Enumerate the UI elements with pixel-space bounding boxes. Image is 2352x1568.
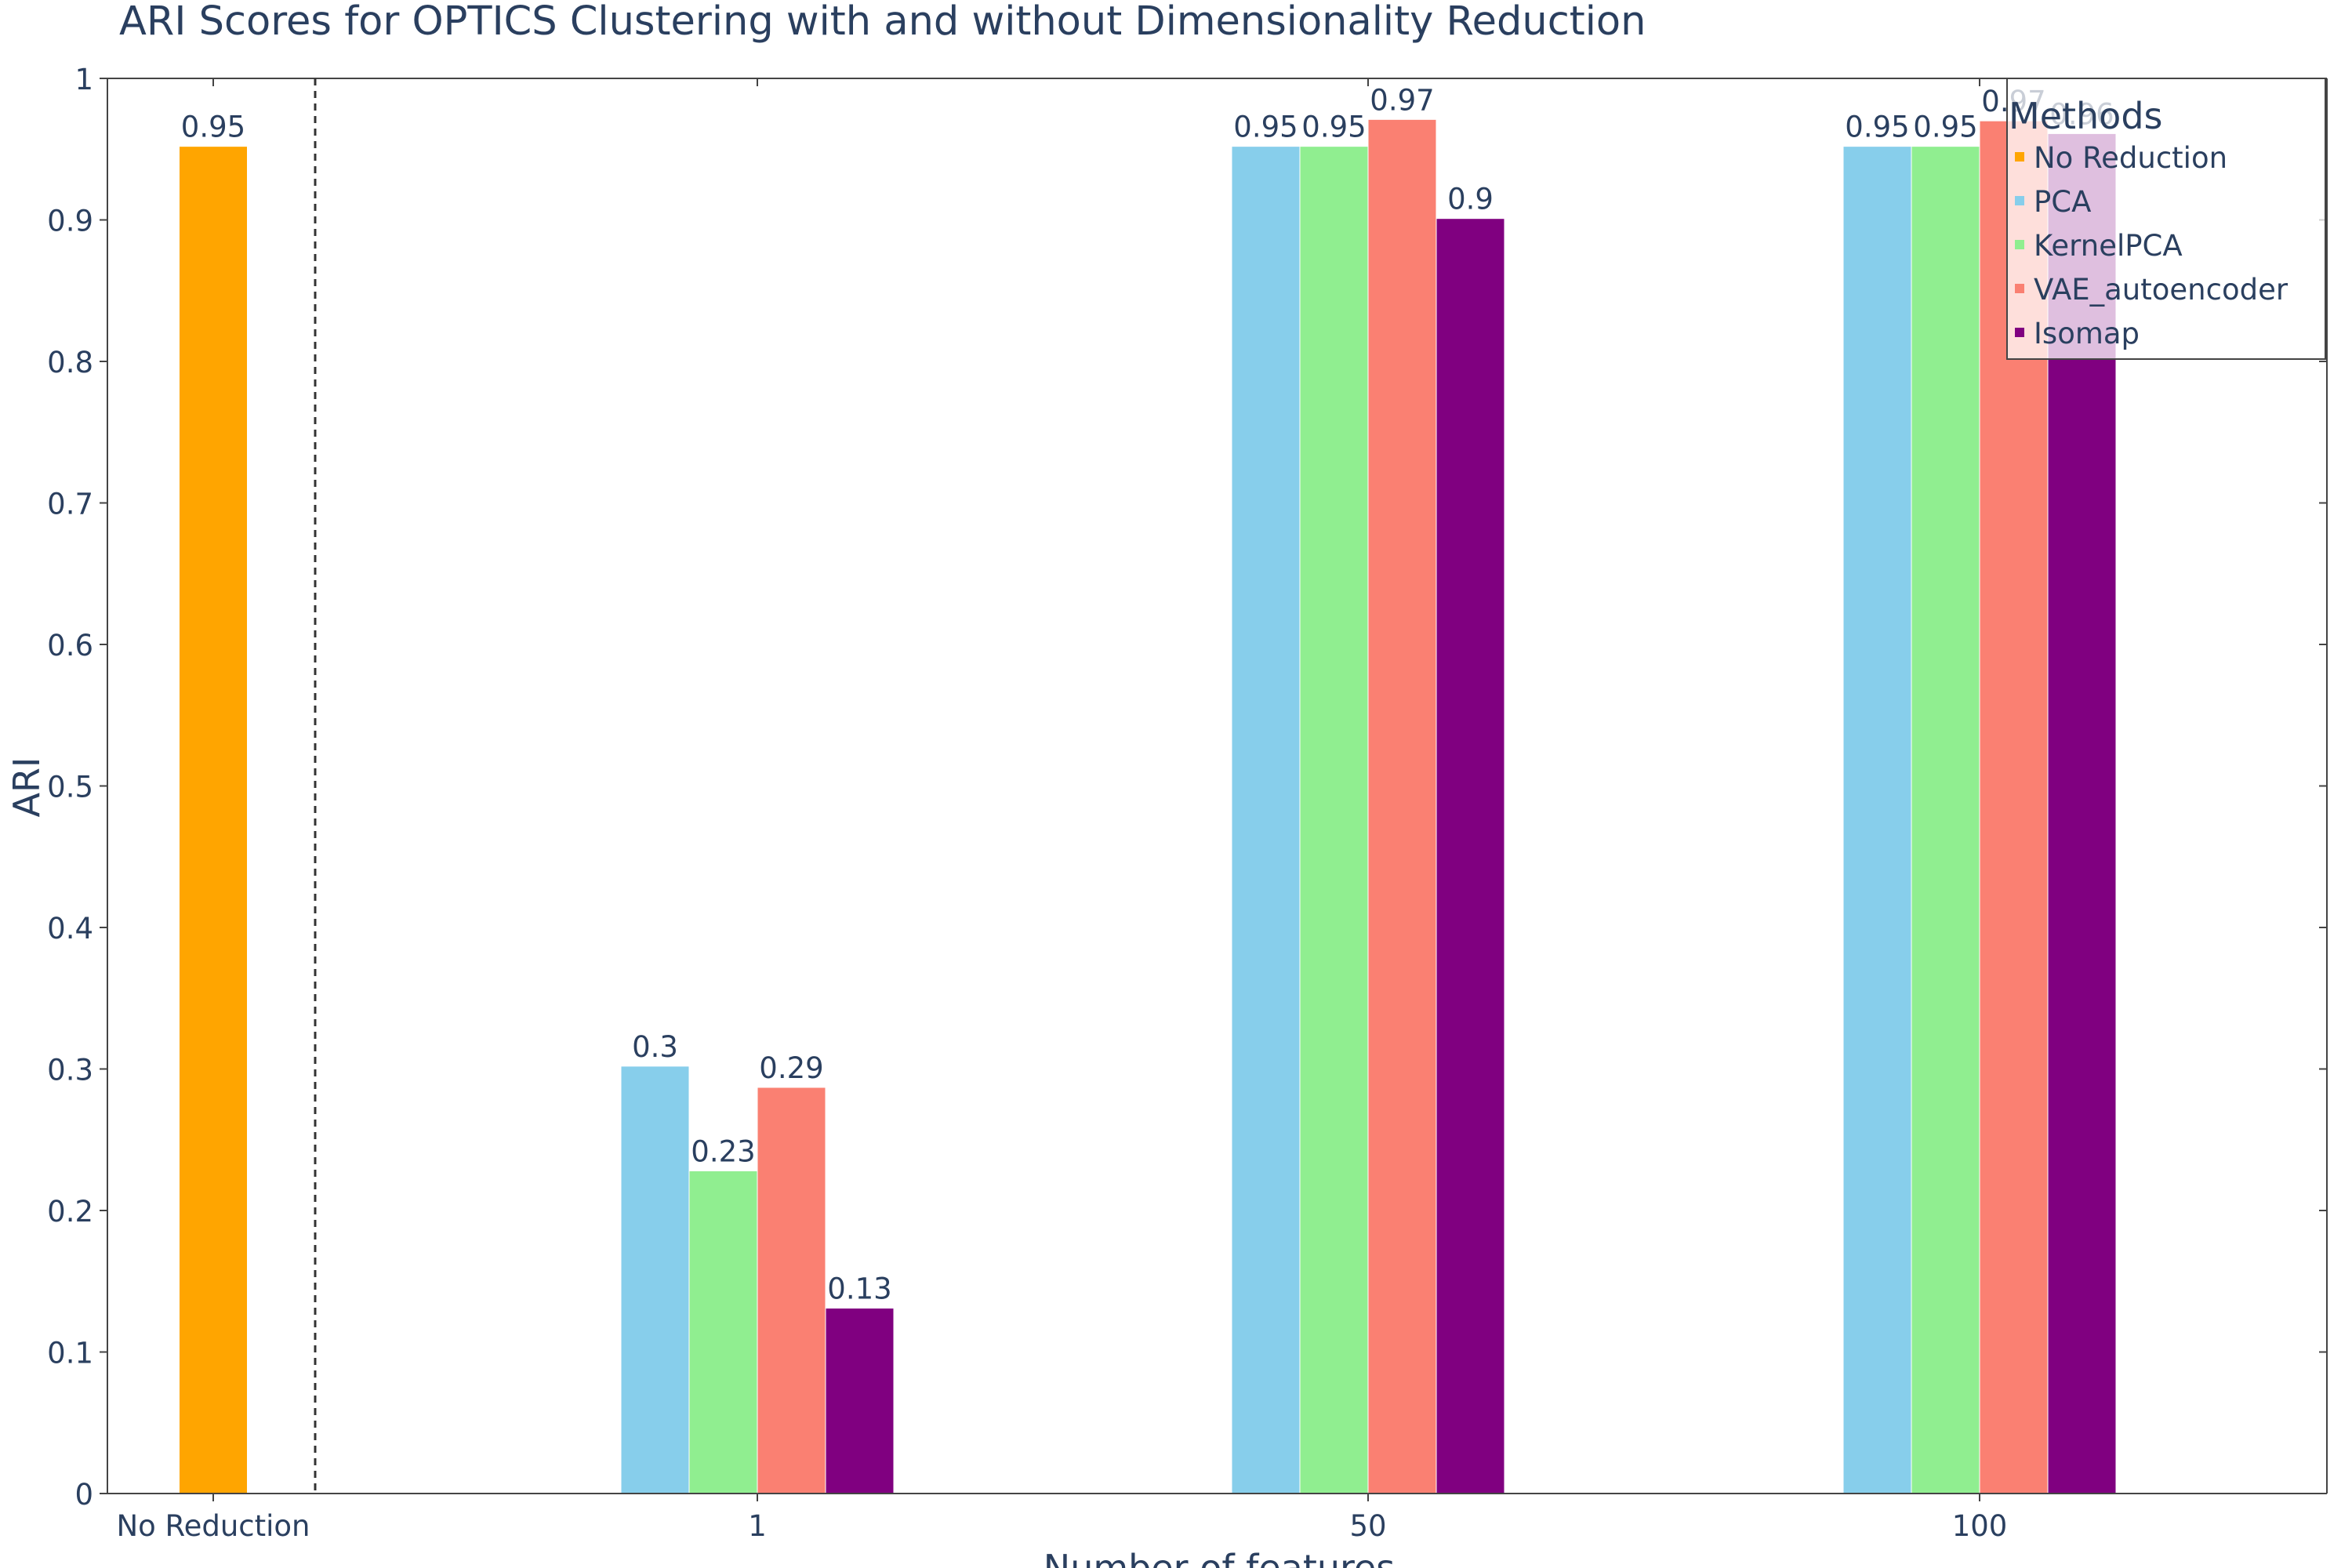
bar-value-label: 0.9 — [1447, 183, 1494, 216]
x-tick-label: 50 — [1349, 1509, 1386, 1543]
bar-isomap-1 — [825, 1308, 895, 1494]
y-tick-label: 0 — [74, 1478, 93, 1512]
y-tick-label: 0.9 — [47, 205, 93, 238]
plot-area: 0 0.1 0.2 0.3 0.4 0.5 0.6 0.7 0.8 0.9 1 No Reductio… — [47, 63, 2328, 1543]
bar-value-label: 0.13 — [827, 1272, 891, 1306]
bar-isomap-2 — [1436, 218, 1505, 1494]
y-axis-label: ARI — [5, 757, 48, 818]
legend-label: No Reduction — [2034, 141, 2227, 175]
x-tick-label: 100 — [1952, 1509, 2008, 1543]
x-axis-label: Number of features — [1044, 1547, 1395, 1568]
legend-box — [2006, 78, 2326, 360]
y-tick-label: 0.7 — [47, 488, 93, 521]
bar-pca-2 — [1231, 146, 1301, 1494]
chart-title: ARI Scores for OPTICS Clustering with an… — [119, 0, 1646, 45]
legend-label: PCA — [2034, 185, 2091, 219]
y-tick-label: 0.8 — [47, 346, 93, 379]
bar-vae-autoencoder-2 — [1367, 118, 1437, 1494]
legend-label: KernelPCA — [2034, 229, 2183, 263]
bar-no-reduction-0 — [179, 146, 248, 1494]
bar-value-label: 0.95 — [1913, 111, 1977, 144]
bar-value-label: 0.29 — [759, 1051, 823, 1085]
legend-swatch-pca — [2015, 196, 2024, 205]
legend-swatch-isomap — [2015, 328, 2024, 337]
legend-swatch-kernelpca — [2015, 240, 2024, 249]
bar-vae-autoencoder-1 — [757, 1087, 826, 1494]
legend-swatch-vae-autoencoder — [2015, 284, 2024, 293]
bar-pca-3 — [1842, 146, 1912, 1494]
y-tick-label: 0.5 — [47, 771, 93, 804]
bar-isomap-3 — [2047, 132, 2117, 1494]
y-tick-label: 0.6 — [47, 629, 93, 662]
bar-value-label: 0.23 — [691, 1134, 755, 1168]
legend-label: VAE_autoencoder — [2034, 273, 2288, 307]
y-tick-label: 0.2 — [47, 1195, 93, 1229]
bar-value-label: 0.95 — [1233, 111, 1298, 144]
bar-value-label: 0.3 — [632, 1030, 678, 1064]
bar-value-label: 0.95 — [1845, 111, 1909, 144]
legend-swatch-no-reduction — [2015, 152, 2024, 162]
legend-title: Methods — [2009, 95, 2163, 137]
bar-pca-1 — [620, 1065, 690, 1494]
y-tick-label: 0.1 — [47, 1337, 93, 1370]
y-tick-label: 1 — [74, 63, 93, 96]
x-tick-label: No Reduction — [116, 1509, 310, 1543]
bar-value-label: 0.95 — [181, 111, 245, 144]
bar-kernelpca-2 — [1299, 146, 1369, 1494]
y-tick-label: 0.4 — [47, 912, 93, 946]
legend[interactable]: Methods No Reduction PCA KernelPCA VAE_autoe… — [2006, 78, 2326, 360]
y-tick-label: 0.3 — [47, 1054, 93, 1087]
x-tick-label: 1 — [748, 1509, 767, 1543]
bar-kernelpca-1 — [688, 1170, 758, 1494]
legend-label: Isomap — [2034, 317, 2140, 350]
bar-value-label: 0.97 — [1370, 83, 1434, 117]
bar-value-label: 0.95 — [1301, 111, 1366, 144]
bar-kernelpca-3 — [1911, 146, 1980, 1494]
